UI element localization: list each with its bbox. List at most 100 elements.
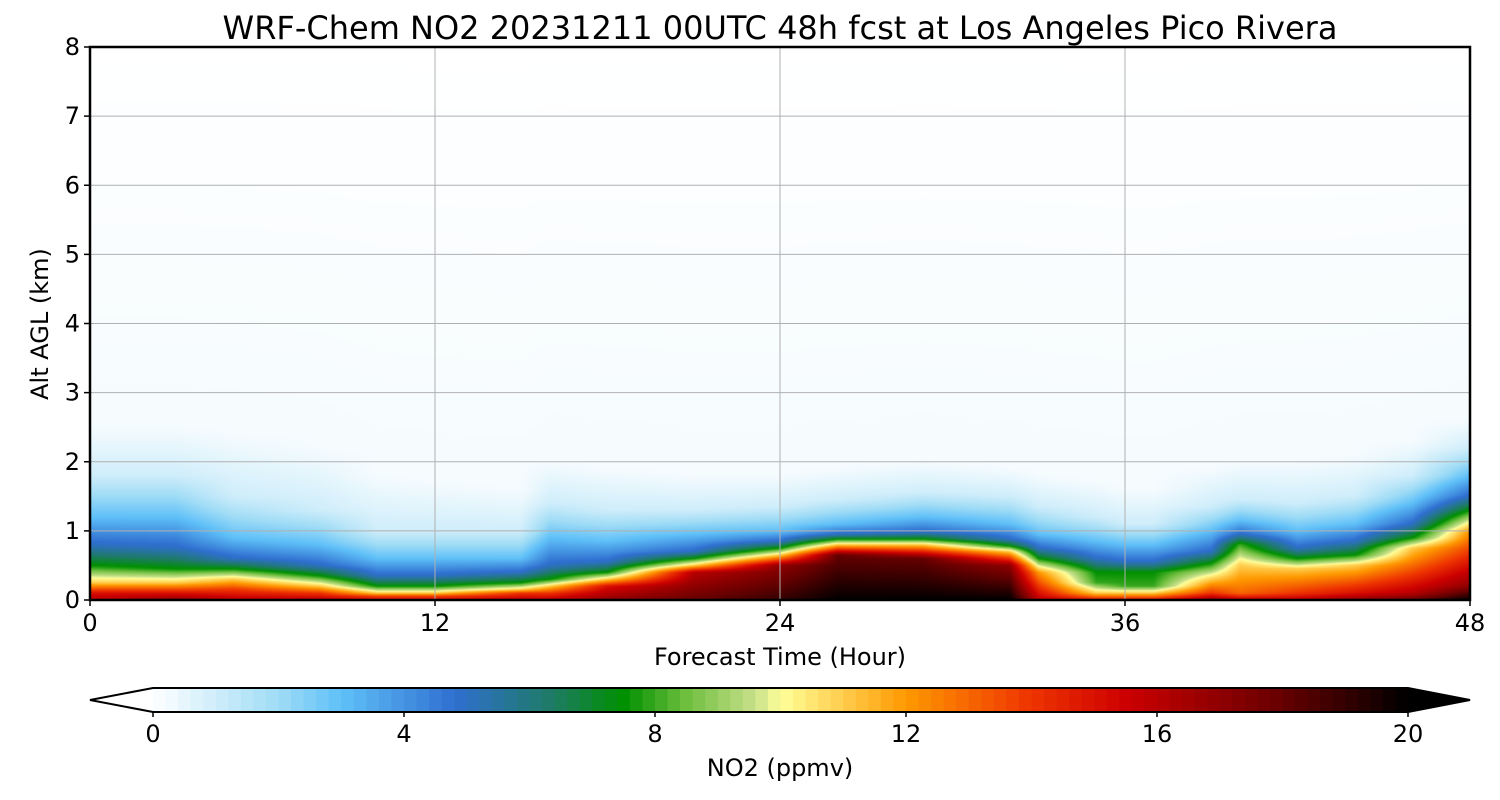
colorbar-bin [1094, 688, 1108, 712]
colorbar-bin [943, 688, 957, 712]
colorbar-bin [291, 688, 305, 712]
colorbar-bin [1244, 688, 1258, 712]
colorbar-bin [190, 688, 204, 712]
colorbar-bin [178, 688, 192, 712]
colorbar-bin [931, 688, 945, 712]
colorbar-tick-label: 12 [891, 720, 922, 748]
colorbar-tick-label: 4 [396, 720, 411, 748]
colorbar-bin [1056, 688, 1070, 712]
colorbar-bin [855, 688, 869, 712]
colorbar-bin [981, 688, 995, 712]
colorbar-bin [755, 688, 769, 712]
colorbar-bin [604, 688, 618, 712]
colorbar-bin [655, 688, 669, 712]
colorbar-bin [153, 688, 167, 712]
colorbar-bin [1157, 688, 1171, 712]
colorbar-bin [504, 688, 518, 712]
colorbar-bin [1106, 688, 1120, 712]
colorbar-label: NO2 (ppmv) [707, 754, 854, 782]
colorbar-bin [680, 688, 694, 712]
colorbar-bin [466, 688, 480, 712]
colorbar-bin [717, 688, 731, 712]
y-tick-label: 0 [65, 586, 80, 614]
colorbar-bin [805, 688, 819, 712]
colorbar-bin [165, 688, 179, 712]
colorbar-bin [1044, 688, 1058, 712]
y-axis-ticks: 0 1 2 3 4 5 6 7 8 [65, 33, 90, 614]
colorbar-bin [968, 688, 982, 712]
colorbar-bin [567, 688, 581, 712]
colorbar-bin [328, 688, 342, 712]
x-axis-label: Forecast Time (Hour) [654, 643, 906, 671]
colorbar-bin [1081, 688, 1095, 712]
colorbar-bin [265, 688, 280, 712]
colorbar-bin [1207, 688, 1221, 712]
colorbar-bin [780, 688, 794, 712]
colorbar-bin [1006, 688, 1020, 712]
colorbar-bin [918, 688, 932, 712]
x-tick-label: 36 [1110, 609, 1141, 637]
colorbar-bin [906, 688, 920, 712]
colorbar-bin [692, 688, 706, 712]
colorbar-bin [1169, 688, 1183, 712]
y-axis-label: Alt AGL (km) [26, 248, 54, 400]
colorbar-bin [416, 688, 430, 712]
colorbar-bin [240, 688, 254, 712]
colorbar-bin [1382, 688, 1397, 712]
colorbar-bin [1320, 688, 1334, 712]
y-tick-label: 4 [65, 310, 80, 338]
colorbar-bin [868, 688, 882, 712]
colorbar-bin [1357, 688, 1371, 712]
colorbar-bin [592, 688, 606, 712]
colorbar-bin [479, 688, 493, 712]
colorbar-bin [404, 688, 418, 712]
colorbar-bin [843, 688, 857, 712]
colorbar [89, 687, 1471, 713]
colorbar-bin [1232, 688, 1246, 712]
colorbar-bin [730, 688, 744, 712]
colorbar-bin [441, 688, 455, 712]
colorbar-bin [818, 688, 832, 712]
colorbar-bin [1395, 688, 1409, 712]
colorbar-bin [1295, 688, 1309, 712]
x-tick-label: 0 [82, 609, 97, 637]
colorbar-bin [667, 688, 681, 712]
colorbar-tick-label: 8 [647, 720, 662, 748]
colorbar-bin [303, 688, 317, 712]
colorbar-bin [1031, 688, 1045, 712]
colorbar-bin [629, 688, 644, 712]
colorbar-bin [1332, 688, 1346, 712]
colorbar-bin [642, 688, 656, 712]
x-tick-label: 12 [420, 609, 451, 637]
colorbar-bin [1282, 688, 1296, 712]
grid-lines [90, 47, 1470, 600]
colorbar-bin [1119, 688, 1133, 712]
colorbar-bin [705, 688, 719, 712]
colorbar-extend-min [90, 688, 153, 712]
colorbar-bin [228, 688, 242, 712]
colorbar-bin [1219, 688, 1233, 712]
y-tick-label: 1 [65, 517, 80, 545]
colorbar-bin [617, 688, 631, 712]
colorbar-bin [1182, 688, 1196, 712]
colorbar-bin [1131, 688, 1146, 712]
colorbar-bin [1018, 688, 1033, 712]
colorbar-bin [767, 688, 782, 712]
x-axis-ticks: 0 12 24 36 48 [82, 600, 1485, 637]
colorbar-bin [391, 688, 405, 712]
colorbar-bin [316, 688, 330, 712]
colorbar-bin [579, 688, 593, 712]
colorbar-bin [516, 688, 531, 712]
colorbar-bin [1069, 688, 1083, 712]
y-tick-label: 7 [65, 102, 80, 130]
colorbar-ticks: 0 4 8 12 16 20 [145, 712, 1423, 748]
colorbar-bin [830, 688, 844, 712]
colorbar-extend-max [1408, 688, 1470, 712]
colorbar-bin [341, 688, 355, 712]
colorbar-bin [1194, 688, 1208, 712]
colorbar-bin [893, 688, 907, 712]
colorbar-bin [203, 688, 217, 712]
chart-title: WRF-Chem NO2 20231211 00UTC 48h fcst at … [223, 9, 1338, 47]
x-tick-label: 24 [765, 609, 796, 637]
